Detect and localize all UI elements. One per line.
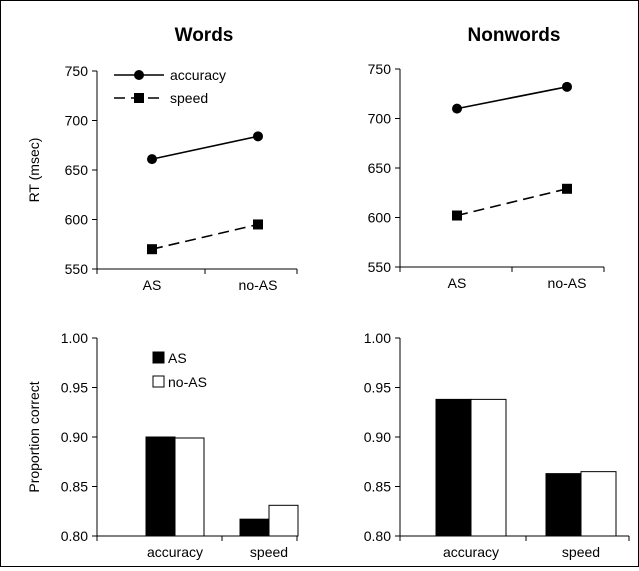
y-tick-label: 550: [368, 259, 392, 275]
data-point-speed: [562, 183, 572, 194]
x-tick-label: speed: [562, 544, 600, 560]
legend-swatch-no-AS: [152, 375, 165, 388]
data-point-speed: [253, 219, 263, 230]
bar-no-AS: [268, 504, 299, 537]
data-point-accuracy: [452, 103, 462, 114]
data-point-accuracy: [147, 154, 157, 165]
bar-no-AS: [470, 398, 507, 537]
bar-AS: [145, 436, 176, 537]
x-tick-label: AS: [448, 275, 467, 291]
series-line-speed: [456, 188, 568, 217]
data-point-speed: [147, 244, 157, 255]
series-line-speed: [151, 223, 259, 250]
legend-label-no-AS: no-AS: [168, 374, 207, 390]
chart-title: Words: [175, 25, 234, 46]
bar-AS: [435, 398, 472, 537]
series-line-accuracy: [151, 135, 259, 160]
y-tick-label: 0.90: [61, 429, 88, 445]
y-tick-label: 0.80: [61, 528, 88, 544]
legend-label-speed: speed: [170, 90, 208, 106]
y-tick-label: 600: [368, 210, 392, 226]
y-tick-label: 650: [65, 162, 89, 178]
y-tick-label: 0.80: [364, 528, 391, 544]
x-tick-label: speed: [250, 544, 288, 560]
y-tick-label: 700: [65, 113, 89, 129]
bar-AS: [239, 518, 270, 537]
x-tick-label: AS: [143, 277, 162, 293]
y-tick-label: 600: [65, 212, 89, 228]
data-point-accuracy: [562, 81, 572, 92]
y-tick-label: 0.95: [61, 380, 88, 396]
y-tick-label: 0.90: [364, 429, 391, 445]
y-tick-label: 750: [65, 63, 89, 79]
y-tick-label: 0.95: [364, 380, 391, 396]
bar-no-AS: [580, 471, 617, 537]
legend-marker-accuracy: [134, 70, 144, 80]
y-tick-label: 1.00: [61, 330, 88, 346]
y-tick-label: 750: [368, 61, 392, 77]
x-tick-label: no-AS: [239, 277, 278, 293]
chart-title: Nonwords: [468, 25, 561, 46]
series-line-accuracy: [456, 86, 568, 110]
y-tick-label: 700: [368, 111, 392, 127]
x-tick-label: accuracy: [443, 544, 499, 560]
y-axis-label: Proportion correct: [26, 381, 42, 492]
bar-no-AS: [174, 437, 205, 537]
x-tick-label: no-AS: [548, 275, 587, 291]
legend-label-accuracy: accuracy: [170, 67, 226, 83]
x-tick-label: accuracy: [147, 544, 203, 560]
legend-label-AS: AS: [168, 350, 187, 366]
legend-marker-speed: [134, 93, 144, 103]
y-tick-label: 650: [368, 160, 392, 176]
y-tick-label: 0.85: [364, 479, 391, 495]
y-tick-label: 0.85: [61, 479, 88, 495]
y-tick-label: 1.00: [364, 330, 391, 346]
bar-AS: [545, 473, 582, 537]
y-tick-label: 550: [65, 261, 89, 277]
legend-swatch-AS: [152, 351, 165, 364]
data-point-speed: [452, 210, 462, 221]
data-point-accuracy: [253, 131, 263, 142]
y-axis-label: RT (msec): [26, 138, 42, 203]
